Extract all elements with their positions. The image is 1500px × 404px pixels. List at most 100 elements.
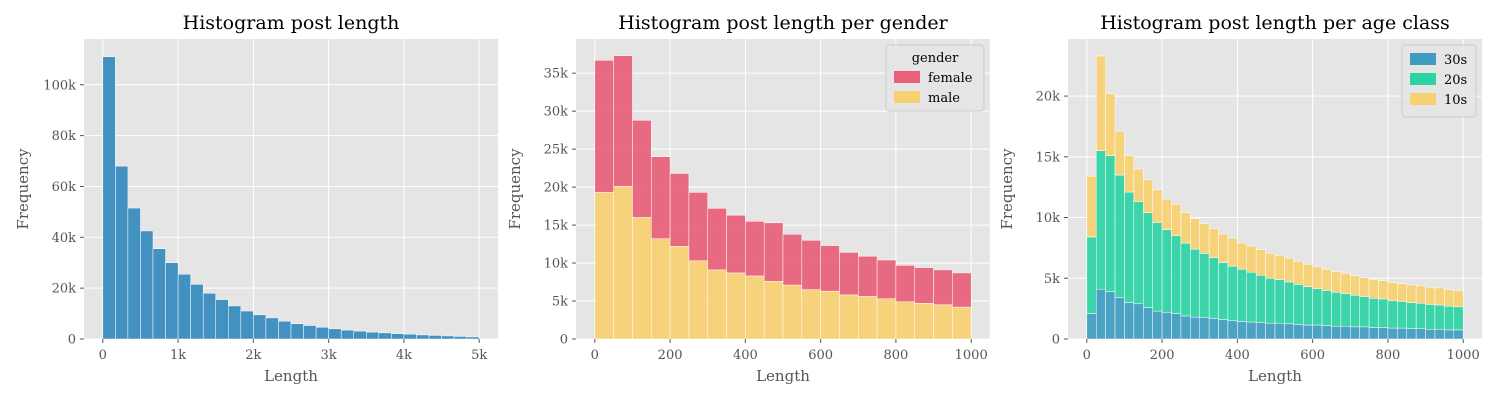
histogram-bar xyxy=(651,238,671,340)
histogram-bar xyxy=(1208,257,1219,319)
series-30s xyxy=(1086,288,1464,340)
histogram-bar xyxy=(378,332,392,340)
histogram-bar xyxy=(416,334,430,340)
chart-panel-1: 0 1k 2k 3k 4k 5k 0 20k 40k 60k 80k 100k Histogram po… xyxy=(14,12,498,385)
histogram-bar xyxy=(1368,327,1379,340)
histogram-bar xyxy=(1180,315,1191,340)
histogram-bar xyxy=(801,289,821,340)
y-tick-label: 20k xyxy=(52,282,77,297)
chart-panel-3: 0 200 400 600 800 1000 0 5k 10k 15k 20k Histogram p… xyxy=(998,12,1482,385)
histogram-bar xyxy=(763,281,784,340)
histogram-bar xyxy=(1143,212,1153,308)
x-tick-label: 600 xyxy=(808,348,833,363)
x-tick-label: 0 xyxy=(591,348,599,363)
histogram-bar xyxy=(441,335,455,340)
chart-title: Histogram post length per age class xyxy=(1100,12,1450,34)
histogram-bar xyxy=(1293,261,1304,285)
histogram-bar xyxy=(1444,329,1455,340)
histogram-bar xyxy=(202,292,216,340)
histogram-bar xyxy=(707,208,727,271)
histogram-bar xyxy=(876,259,897,299)
legend-swatch xyxy=(1410,73,1436,85)
y-axis-label: Frequency xyxy=(506,148,524,230)
histogram-bar xyxy=(933,304,953,340)
histogram-bar xyxy=(1086,313,1097,340)
legend-label: 10s xyxy=(1444,93,1467,108)
x-axis-label: Length xyxy=(756,367,810,385)
histogram-bar xyxy=(1227,237,1238,267)
histogram-bar xyxy=(1350,295,1360,328)
histogram-bar xyxy=(914,303,934,340)
histogram-bar xyxy=(190,284,204,340)
legend-swatch xyxy=(894,71,920,83)
histogram-bar xyxy=(1105,93,1116,156)
histogram-bar xyxy=(177,273,191,340)
histogram-bar xyxy=(1255,274,1266,323)
histogram-bar xyxy=(745,275,765,340)
histogram-bar xyxy=(466,336,480,340)
histogram-bar xyxy=(428,335,442,340)
histogram-bar xyxy=(1302,264,1313,288)
y-tick-label: 0 xyxy=(1052,333,1060,348)
histogram-bar xyxy=(1237,242,1248,270)
histogram-bar xyxy=(1387,327,1398,340)
x-tick-label: 5k xyxy=(471,348,487,363)
histogram-bar xyxy=(1161,312,1172,340)
x-tick-label: 200 xyxy=(1150,348,1175,363)
histogram-bar xyxy=(1208,318,1219,340)
histogram-bar xyxy=(1415,302,1426,329)
legend: 30s 20s 10s xyxy=(1401,44,1477,118)
histogram-bar xyxy=(1340,293,1351,327)
histogram-bar xyxy=(340,329,354,340)
histogram-bar xyxy=(688,260,708,340)
legend: gender female male xyxy=(885,44,985,112)
histogram-bar xyxy=(1237,268,1248,322)
histogram-bar xyxy=(1190,248,1200,318)
histogram-bar xyxy=(1255,322,1266,340)
histogram-bar xyxy=(669,246,690,340)
histogram-bar xyxy=(1453,306,1464,331)
histogram-bar xyxy=(1218,319,1229,340)
chart-title: Histogram post length xyxy=(183,12,400,34)
y-tick-label: 10k xyxy=(1036,211,1061,226)
histogram-bar xyxy=(1133,201,1144,305)
histogram-bar xyxy=(1208,228,1219,258)
y-tick-label: 100k xyxy=(43,78,76,93)
histogram-bar xyxy=(1199,223,1210,254)
histogram-bar xyxy=(1095,150,1106,290)
series-20s xyxy=(1086,150,1464,331)
histogram-bar xyxy=(1444,305,1455,331)
histogram-bar xyxy=(1302,324,1313,340)
histogram-bar xyxy=(613,186,633,340)
histogram-bar xyxy=(1378,298,1389,328)
histogram-bar xyxy=(1284,257,1295,283)
histogram-bar xyxy=(1124,155,1135,193)
histogram-bar xyxy=(1321,290,1332,326)
histogram-bar xyxy=(1350,275,1360,296)
histogram-bar xyxy=(102,56,116,340)
histogram-bar xyxy=(315,327,329,340)
histogram-bar xyxy=(1199,253,1210,318)
histogram-bar xyxy=(1415,285,1426,304)
histogram-bar xyxy=(1114,131,1125,176)
histogram-bar xyxy=(1274,279,1285,324)
histogram-bar xyxy=(1105,155,1116,292)
histogram-bar xyxy=(1293,324,1304,340)
y-tick-label: 25k xyxy=(544,143,569,158)
histogram-bar xyxy=(952,306,972,340)
y-tick-label: 30k xyxy=(544,105,569,120)
histogram-bar xyxy=(782,284,803,340)
histogram-bar xyxy=(1171,203,1182,237)
histogram-bar xyxy=(1199,317,1210,340)
legend-label: male xyxy=(928,91,960,106)
histogram-bar xyxy=(820,245,840,292)
y-tick-label: 10k xyxy=(544,257,569,272)
histogram-bar xyxy=(1293,284,1304,325)
histogram-bar xyxy=(1246,245,1257,273)
y-tick-label: 20k xyxy=(544,181,569,196)
y-tick-label: 60k xyxy=(52,180,77,195)
histogram-bar xyxy=(1359,296,1370,328)
x-tick-label: 0 xyxy=(1083,348,1091,363)
histogram-bar xyxy=(1302,286,1313,326)
histogram-bar xyxy=(745,221,765,277)
